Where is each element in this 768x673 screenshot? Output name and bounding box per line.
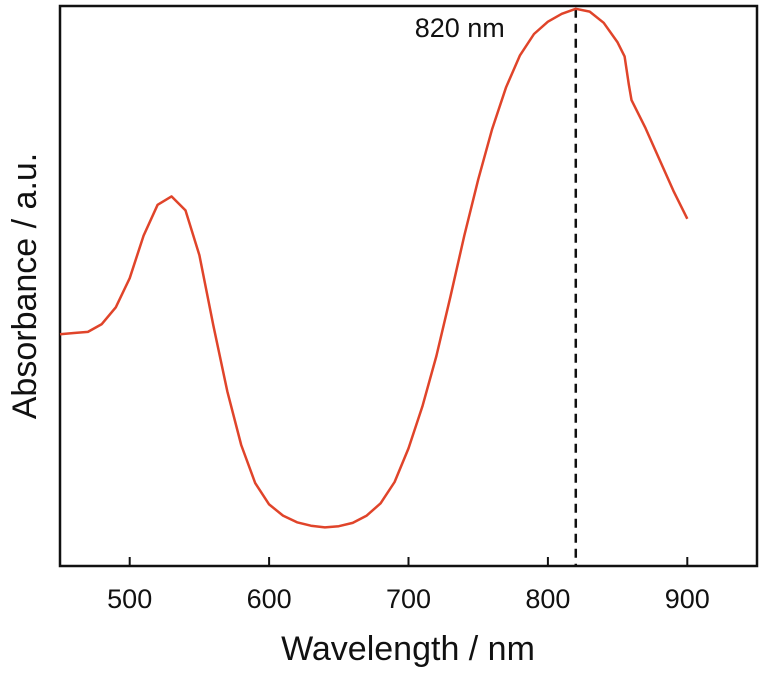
x-axis-label: Wavelength / nm xyxy=(281,630,535,668)
x-tick-label-800: 800 xyxy=(525,584,570,614)
x-tick-label-600: 600 xyxy=(247,584,292,614)
x-axis-tick-labels: 500 600 700 800 900 xyxy=(107,584,710,614)
absorbance-series-line xyxy=(59,7,689,529)
x-tick-label-900: 900 xyxy=(665,584,710,614)
x-tick-label-700: 700 xyxy=(386,584,431,614)
plot-frame xyxy=(58,4,759,568)
y-axis-label: Absorbance / a.u. xyxy=(6,153,44,420)
peak-annotation-label: 820 nm xyxy=(415,13,505,43)
x-axis-ticks xyxy=(128,557,689,566)
x-tick-label-500: 500 xyxy=(107,584,152,614)
